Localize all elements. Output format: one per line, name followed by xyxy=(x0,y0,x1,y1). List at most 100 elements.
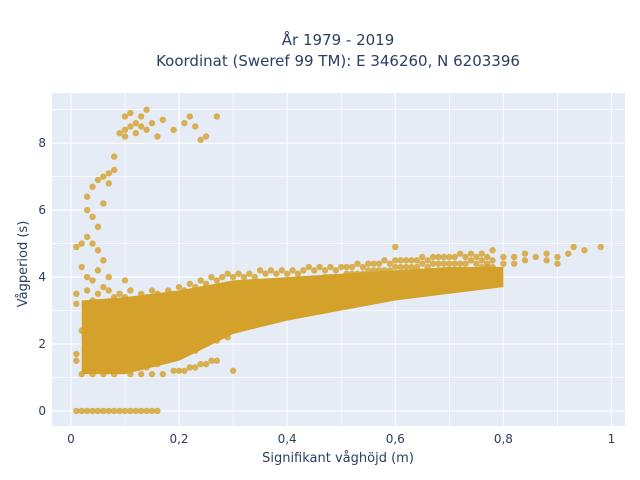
data-point xyxy=(165,287,172,294)
data-point xyxy=(240,307,248,314)
data-point xyxy=(278,280,285,287)
data-point xyxy=(532,253,540,261)
data-point xyxy=(402,257,410,264)
data-point xyxy=(597,243,604,251)
data-point xyxy=(154,290,161,298)
data-point xyxy=(219,310,226,318)
data-point xyxy=(110,370,118,378)
data-point xyxy=(127,407,134,415)
data-point xyxy=(500,260,507,267)
data-point xyxy=(267,300,275,308)
data-point xyxy=(148,407,156,415)
data-point xyxy=(175,367,183,374)
data-point xyxy=(73,290,80,298)
data-point xyxy=(121,293,129,301)
data-point xyxy=(392,273,399,281)
data-point xyxy=(202,300,210,308)
y-tick-label: 0 xyxy=(38,404,46,418)
data-point xyxy=(197,340,204,348)
data-point xyxy=(467,250,475,257)
data-point xyxy=(154,360,161,368)
data-point xyxy=(413,257,421,264)
data-point xyxy=(89,407,96,415)
data-point xyxy=(148,287,156,294)
data-point xyxy=(283,280,291,287)
data-point xyxy=(127,123,134,130)
data-point xyxy=(143,407,150,415)
data-point xyxy=(565,250,572,257)
x-tick-label: 0 xyxy=(67,432,75,446)
data-point xyxy=(408,263,415,271)
data-point xyxy=(267,267,275,274)
data-point xyxy=(165,327,172,334)
chart-title-line2: Koordinat (Sweref 99 TM): E 346260, N 62… xyxy=(156,52,520,70)
data-point xyxy=(186,113,194,120)
data-point xyxy=(202,280,210,287)
data-point xyxy=(175,347,183,354)
data-point xyxy=(462,260,469,267)
data-point xyxy=(327,287,334,294)
data-point xyxy=(289,267,296,274)
data-point xyxy=(321,273,329,281)
data-point xyxy=(327,263,334,271)
data-point xyxy=(127,287,134,294)
data-point xyxy=(213,317,221,324)
data-point xyxy=(543,250,550,257)
y-axis-title: Vågperiod (s) xyxy=(16,221,31,308)
data-point xyxy=(321,267,329,274)
data-point xyxy=(127,330,134,338)
data-point xyxy=(89,277,96,284)
data-points xyxy=(73,106,604,415)
data-point xyxy=(294,280,302,287)
data-point xyxy=(110,407,118,415)
data-point xyxy=(273,270,280,277)
data-point xyxy=(105,180,112,187)
data-point xyxy=(251,273,258,281)
data-point xyxy=(94,247,102,254)
data-point xyxy=(219,273,226,281)
data-point xyxy=(381,267,388,274)
data-point xyxy=(83,367,91,374)
data-point xyxy=(137,123,145,130)
data-point xyxy=(73,407,80,415)
data-point xyxy=(116,129,123,137)
data-point xyxy=(121,407,129,415)
data-point xyxy=(127,370,134,378)
data-point xyxy=(402,263,410,271)
data-point xyxy=(181,287,188,294)
data-point xyxy=(181,367,188,374)
data-point xyxy=(456,260,464,267)
data-point xyxy=(348,280,356,287)
data-point xyxy=(208,293,215,301)
data-point xyxy=(224,293,231,301)
data-point xyxy=(170,310,177,318)
data-point xyxy=(500,253,507,261)
data-point xyxy=(202,360,210,368)
data-point xyxy=(348,270,356,277)
data-point xyxy=(100,173,107,180)
data-point xyxy=(110,293,118,301)
data-point xyxy=(435,260,442,267)
data-point xyxy=(240,273,248,281)
data-point xyxy=(327,273,334,281)
data-point xyxy=(89,213,96,221)
data-point xyxy=(159,357,167,364)
data-point xyxy=(143,106,150,113)
data-point xyxy=(456,267,464,274)
data-point xyxy=(256,303,264,311)
data-point xyxy=(343,283,350,291)
data-point xyxy=(192,303,199,311)
data-point xyxy=(213,113,221,120)
data-point xyxy=(554,260,561,267)
data-point xyxy=(83,273,91,281)
data-point xyxy=(321,287,329,294)
data-point xyxy=(370,277,377,284)
data-point xyxy=(278,297,285,304)
data-point xyxy=(192,364,199,371)
data-point xyxy=(83,193,91,200)
data-point xyxy=(192,347,199,354)
data-point xyxy=(262,303,269,311)
data-point xyxy=(100,257,107,264)
data-point xyxy=(100,354,107,361)
